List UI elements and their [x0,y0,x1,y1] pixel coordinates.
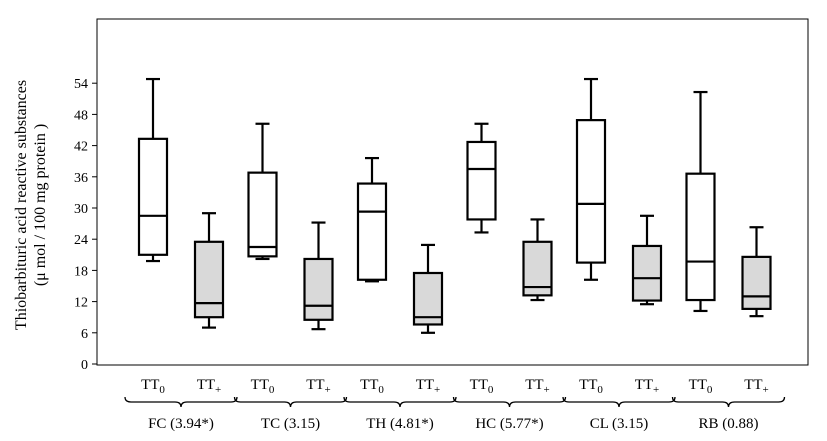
y-tick-label: 54 [74,77,88,92]
box-rb-ttplus [741,226,772,318]
x-tick-label-ttplus: TT+ [525,377,550,396]
box-iqr [631,244,663,302]
group-brace [233,396,348,408]
box-iqr [247,171,278,258]
x-tick-label-tt0: TT0 [360,377,384,396]
box-iqr [137,137,169,256]
x-tick-label-tt0: TT0 [470,377,494,396]
box-tc-ttplus [303,221,334,331]
box-fc-ttplus [193,212,225,329]
box-series [137,77,772,334]
box-iqr [466,140,497,221]
box-cl-ttplus [631,214,663,306]
y-tick-label: 0 [81,358,88,373]
y-axis-title-line1: Thiobarbituric acid reactive substances [13,80,30,330]
y-tick-label: 18 [74,264,88,279]
group-brace [343,396,457,408]
group-brace [452,396,567,408]
box-cl-tt0 [575,77,607,281]
y-axis-title: Thiobarbituric acid reactive substances … [13,80,49,330]
group-brace [562,396,676,408]
box-th-tt0 [356,156,388,283]
box-th-ttplus [412,243,444,334]
box-iqr [741,255,772,310]
y-tick-label: 48 [74,108,88,123]
group-brace [671,396,786,408]
x-axis-labels: TT0 TT+ FC (3.94*) TT0 TT+ TC (3.15) TT0 TT+ TH … [124,377,786,432]
box-fc-tt0 [137,77,169,263]
y-tick-label: 12 [74,296,88,311]
group-label: RB (0.88) [699,416,759,432]
box-iqr [685,172,716,302]
box-hc-tt0 [466,122,497,234]
group-label: TC (3.15) [261,416,320,432]
x-tick-label-ttplus: TT+ [416,377,441,396]
y-tick-label: 30 [74,202,88,217]
group-label: FC (3.94*) [148,416,214,432]
y-tick-label: 42 [74,140,88,155]
x-tick-label-tt0: TT0 [689,377,713,396]
y-tick-label: 24 [74,233,88,248]
x-tick-label-tt0: TT0 [251,377,275,396]
box-tc-tt0 [247,122,278,261]
box-hc-ttplus [522,218,553,302]
box-iqr [356,182,388,281]
box-rb-tt0 [685,90,716,313]
box-iqr [303,257,334,321]
y-tick-label: 36 [74,171,88,186]
x-tick-label-ttplus: TT+ [635,377,660,396]
group-label: TH (4.81*) [366,416,434,432]
x-tick-label-ttplus: TT+ [197,377,222,396]
box-iqr [412,271,444,326]
y-axis: 0 6 12 18 24 30 36 42 48 54 [74,77,97,373]
group-label: HC (5.77*) [475,416,543,432]
x-tick-label-ttplus: TT+ [306,377,331,396]
x-tick-label-ttplus: TT+ [744,377,769,396]
x-tick-label-tt0: TT0 [141,377,165,396]
y-tick-label: 6 [81,327,88,342]
group-label: CL (3.15) [590,416,649,432]
box-iqr [575,119,607,264]
y-axis-title-line2: (μ mol / 100 mg protein ) [32,124,49,286]
box-iqr [193,240,225,319]
group-brace [124,396,238,408]
x-tick-label-tt0: TT0 [579,377,603,396]
